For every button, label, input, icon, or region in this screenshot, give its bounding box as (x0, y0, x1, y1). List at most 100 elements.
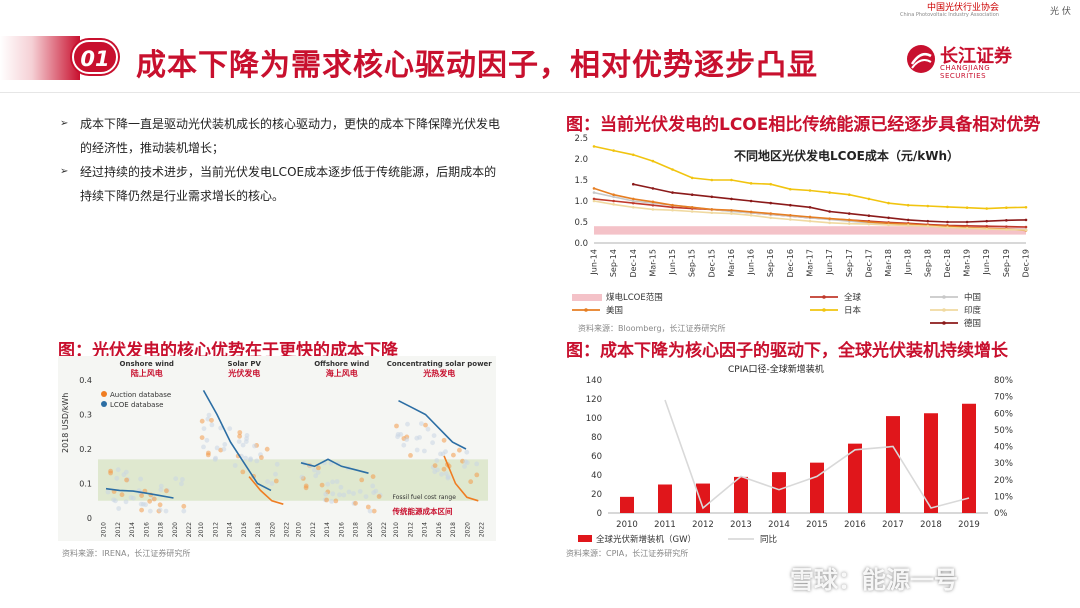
data-point-印度 (651, 208, 655, 211)
data-point-日本 (946, 205, 949, 209)
data-point-全球 (985, 224, 989, 228)
scatter-point (274, 461, 280, 467)
x-tick-label: Sep-16 (766, 249, 775, 277)
data-point-印度 (985, 227, 989, 231)
scatter-point (248, 456, 254, 462)
x-tick-label: 2012 (115, 522, 122, 537)
x-tick-label: 2012 (212, 522, 219, 537)
scatter-point (158, 483, 164, 489)
x-tick-label: 2014 (422, 522, 429, 537)
data-point-全球 (631, 201, 635, 205)
scatter-point (299, 474, 305, 480)
bar (810, 462, 824, 513)
series-line-德国 (633, 183, 1027, 223)
x-tick-label: 2012 (407, 522, 414, 537)
bullet-item: ➢ 经过持续的技术进步，当前光伏发电LCOE成本逐步低于传统能源，后期成本的持续下… (58, 160, 508, 208)
scatter-point (474, 461, 480, 467)
scatter-point (443, 449, 448, 455)
chart-title: CPIA口径-全球新增装机 (728, 363, 824, 375)
data-point-日本 (612, 149, 615, 152)
data-point-德国 (965, 220, 969, 224)
data-point-德国 (1024, 218, 1028, 222)
scatter-point (164, 488, 169, 494)
scatter-point (333, 498, 339, 504)
scatter-point (468, 479, 474, 485)
installation-bar-chart: CPIA口径-全球新增装机 0 20 40 60 80 100 120 140 0% 10% 20% 3… (578, 363, 1013, 545)
y-tick-label: 2.0 (574, 155, 588, 165)
scatter-point (434, 458, 440, 463)
scatter-point (370, 483, 376, 489)
legend-label: 美国 (606, 305, 623, 316)
scatter-point (441, 437, 447, 443)
data-point-中国 (612, 195, 615, 199)
scatter-point (370, 474, 376, 479)
y-tick-label: 0.0 (574, 239, 588, 249)
x-tick-label: 2018 (158, 522, 165, 537)
panel-title: Solar PV (228, 360, 262, 368)
data-point-日本 (926, 204, 930, 208)
x-tick-label: 2018 (450, 522, 457, 537)
figure1-source: 资料来源：Bloomberg，长江证券研究所 (578, 324, 726, 333)
chart-title: 不同地区光伏发电LCOE成本（元/kWh） (734, 148, 959, 163)
scatter-point (237, 433, 243, 439)
x-tick-label: Sep-18 (923, 249, 932, 277)
scatter-point (464, 449, 470, 455)
data-point-全球 (671, 206, 674, 209)
x-tick-label: 2012 (310, 522, 317, 537)
legend-label: Auction database (110, 391, 171, 399)
data-point-印度 (710, 211, 714, 215)
scatter-point (432, 463, 438, 468)
fossil-cost-band (98, 459, 488, 501)
data-point-日本 (769, 182, 773, 186)
scatter-point (408, 453, 413, 458)
x-tick-label: Jun-16 (747, 249, 756, 276)
scatter-point (438, 451, 443, 457)
data-point-印度 (730, 212, 733, 215)
data-point-德国 (631, 182, 635, 186)
x-tick-label: Dec-16 (786, 249, 795, 278)
scatter-point (244, 433, 250, 438)
legend-marker-日本 (822, 308, 826, 312)
coal-lcoe-band (594, 226, 1026, 235)
y-tick-label: 2.5 (574, 134, 588, 144)
data-point-美国 (828, 217, 831, 220)
data-point-日本 (985, 207, 989, 210)
data-point-德国 (887, 216, 890, 220)
scatter-point (119, 492, 125, 498)
x-tick-label: Sep-15 (688, 249, 697, 277)
scatter-point (464, 460, 470, 466)
legend-label: LCOE database (110, 401, 163, 409)
scatter-point (422, 448, 427, 454)
data-point-日本 (651, 159, 655, 163)
scatter-point (243, 455, 249, 461)
scatter-point (201, 444, 206, 450)
x-tick-label: Mar-17 (806, 249, 815, 277)
y2-tick-label: 40% (994, 443, 1013, 453)
x-tick-label: 2010 (616, 520, 638, 530)
scatter-point (138, 476, 143, 482)
data-point-日本 (867, 197, 871, 201)
data-point-德国 (769, 201, 773, 205)
data-point-中国 (592, 191, 596, 194)
data-point-印度 (808, 219, 812, 223)
data-point-德国 (730, 197, 733, 201)
data-point-全球 (1005, 225, 1008, 228)
scatter-point (157, 507, 163, 513)
data-point-德国 (710, 195, 714, 199)
scatter-point (147, 498, 153, 504)
scatter-point (443, 471, 449, 476)
x-tick-label: 2022 (479, 522, 486, 537)
scatter-point (139, 507, 144, 513)
figure3-source: 资料来源：CPIA，长江证券研究所 (566, 549, 689, 558)
bar (962, 403, 976, 513)
scatter-point (474, 472, 480, 478)
data-point-印度 (592, 199, 596, 203)
x-tick-label: 2014 (227, 522, 234, 537)
scatter-point (359, 477, 365, 483)
x-tick-label: 2016 (143, 522, 150, 537)
data-point-德国 (867, 214, 871, 217)
brand-subtitle: CHANGJIANG SECURITIES (940, 64, 991, 80)
data-point-日本 (828, 191, 831, 194)
data-point-德国 (789, 203, 792, 207)
scatter-point (269, 481, 275, 486)
